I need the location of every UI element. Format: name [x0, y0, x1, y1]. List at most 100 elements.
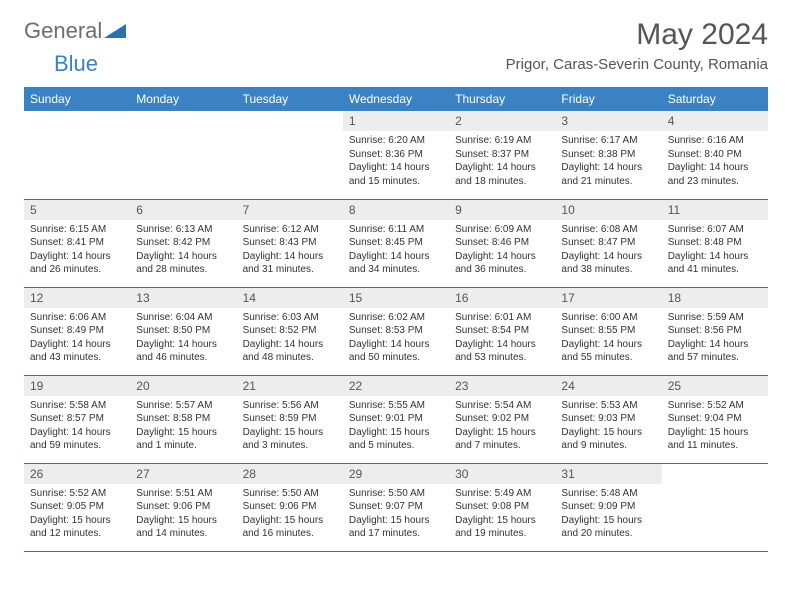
day-number: 11 — [662, 200, 768, 220]
day-details: Sunrise: 5:52 AMSunset: 9:05 PMDaylight:… — [24, 484, 130, 545]
day-cell: 16Sunrise: 6:01 AMSunset: 8:54 PMDayligh… — [449, 287, 555, 375]
calendar-week-row: 12Sunrise: 6:06 AMSunset: 8:49 PMDayligh… — [24, 287, 768, 375]
day-details: Sunrise: 6:02 AMSunset: 8:53 PMDaylight:… — [343, 308, 449, 369]
day-number: 13 — [130, 288, 236, 308]
day-details: Sunrise: 6:07 AMSunset: 8:48 PMDaylight:… — [662, 220, 768, 281]
day-cell: 2Sunrise: 6:19 AMSunset: 8:37 PMDaylight… — [449, 111, 555, 199]
day-details: Sunrise: 6:16 AMSunset: 8:40 PMDaylight:… — [662, 131, 768, 192]
day-number: 15 — [343, 288, 449, 308]
day-number: 18 — [662, 288, 768, 308]
day-number: 28 — [237, 464, 343, 484]
day-details: Sunrise: 6:01 AMSunset: 8:54 PMDaylight:… — [449, 308, 555, 369]
day-cell: 3Sunrise: 6:17 AMSunset: 8:38 PMDaylight… — [555, 111, 661, 199]
day-cell: 29Sunrise: 5:50 AMSunset: 9:07 PMDayligh… — [343, 463, 449, 551]
weekday-header: Monday — [130, 87, 236, 111]
day-number: 16 — [449, 288, 555, 308]
day-details: Sunrise: 5:50 AMSunset: 9:06 PMDaylight:… — [237, 484, 343, 545]
day-number: 8 — [343, 200, 449, 220]
day-details: Sunrise: 5:55 AMSunset: 9:01 PMDaylight:… — [343, 396, 449, 457]
day-details: Sunrise: 6:15 AMSunset: 8:41 PMDaylight:… — [24, 220, 130, 281]
weekday-header-row: SundayMondayTuesdayWednesdayThursdayFrid… — [24, 87, 768, 111]
day-cell: 14Sunrise: 6:03 AMSunset: 8:52 PMDayligh… — [237, 287, 343, 375]
day-number: 6 — [130, 200, 236, 220]
location-text: Prigor, Caras-Severin County, Romania — [506, 56, 768, 73]
day-cell: 6Sunrise: 6:13 AMSunset: 8:42 PMDaylight… — [130, 199, 236, 287]
day-details: Sunrise: 6:12 AMSunset: 8:43 PMDaylight:… — [237, 220, 343, 281]
day-cell: 11Sunrise: 6:07 AMSunset: 8:48 PMDayligh… — [662, 199, 768, 287]
day-details: Sunrise: 6:00 AMSunset: 8:55 PMDaylight:… — [555, 308, 661, 369]
day-number: 2 — [449, 111, 555, 131]
day-cell: 25Sunrise: 5:52 AMSunset: 9:04 PMDayligh… — [662, 375, 768, 463]
day-details: Sunrise: 6:06 AMSunset: 8:49 PMDaylight:… — [24, 308, 130, 369]
day-number: 22 — [343, 376, 449, 396]
logo-text-general: General — [24, 18, 102, 44]
day-details: Sunrise: 5:58 AMSunset: 8:57 PMDaylight:… — [24, 396, 130, 457]
day-number: 17 — [555, 288, 661, 308]
day-number: 26 — [24, 464, 130, 484]
calendar-week-row: 19Sunrise: 5:58 AMSunset: 8:57 PMDayligh… — [24, 375, 768, 463]
day-details: Sunrise: 5:59 AMSunset: 8:56 PMDaylight:… — [662, 308, 768, 369]
day-number: 5 — [24, 200, 130, 220]
empty-day-cell: . — [237, 111, 343, 199]
day-details: Sunrise: 6:08 AMSunset: 8:47 PMDaylight:… — [555, 220, 661, 281]
day-number: 23 — [449, 376, 555, 396]
day-number: 20 — [130, 376, 236, 396]
empty-day-cell: . — [24, 111, 130, 199]
day-cell: 5Sunrise: 6:15 AMSunset: 8:41 PMDaylight… — [24, 199, 130, 287]
day-details: Sunrise: 6:03 AMSunset: 8:52 PMDaylight:… — [237, 308, 343, 369]
day-cell: 15Sunrise: 6:02 AMSunset: 8:53 PMDayligh… — [343, 287, 449, 375]
day-number: 24 — [555, 376, 661, 396]
day-details: Sunrise: 5:54 AMSunset: 9:02 PMDaylight:… — [449, 396, 555, 457]
day-number: 31 — [555, 464, 661, 484]
weekday-header: Wednesday — [343, 87, 449, 111]
calendar-week-row: 26Sunrise: 5:52 AMSunset: 9:05 PMDayligh… — [24, 463, 768, 551]
day-details: Sunrise: 5:52 AMSunset: 9:04 PMDaylight:… — [662, 396, 768, 457]
day-details: Sunrise: 5:51 AMSunset: 9:06 PMDaylight:… — [130, 484, 236, 545]
day-cell: 30Sunrise: 5:49 AMSunset: 9:08 PMDayligh… — [449, 463, 555, 551]
day-cell: 10Sunrise: 6:08 AMSunset: 8:47 PMDayligh… — [555, 199, 661, 287]
logo-text-blue: Blue — [54, 51, 98, 76]
day-number: 19 — [24, 376, 130, 396]
calendar-table: SundayMondayTuesdayWednesdayThursdayFrid… — [24, 87, 768, 552]
day-number: 4 — [662, 111, 768, 131]
day-cell: 9Sunrise: 6:09 AMSunset: 8:46 PMDaylight… — [449, 199, 555, 287]
empty-day-cell: . — [130, 111, 236, 199]
weekday-header: Sunday — [24, 87, 130, 111]
day-cell: 22Sunrise: 5:55 AMSunset: 9:01 PMDayligh… — [343, 375, 449, 463]
day-details: Sunrise: 6:13 AMSunset: 8:42 PMDaylight:… — [130, 220, 236, 281]
day-cell: 21Sunrise: 5:56 AMSunset: 8:59 PMDayligh… — [237, 375, 343, 463]
day-details: Sunrise: 6:04 AMSunset: 8:50 PMDaylight:… — [130, 308, 236, 369]
logo: General — [24, 18, 130, 44]
weekday-header: Thursday — [449, 87, 555, 111]
day-number: 9 — [449, 200, 555, 220]
day-number: 14 — [237, 288, 343, 308]
day-details: Sunrise: 5:57 AMSunset: 8:58 PMDaylight:… — [130, 396, 236, 457]
day-cell: 19Sunrise: 5:58 AMSunset: 8:57 PMDayligh… — [24, 375, 130, 463]
day-cell: 23Sunrise: 5:54 AMSunset: 9:02 PMDayligh… — [449, 375, 555, 463]
day-cell: 31Sunrise: 5:48 AMSunset: 9:09 PMDayligh… — [555, 463, 661, 551]
day-cell: 27Sunrise: 5:51 AMSunset: 9:06 PMDayligh… — [130, 463, 236, 551]
day-cell: 26Sunrise: 5:52 AMSunset: 9:05 PMDayligh… — [24, 463, 130, 551]
day-details: Sunrise: 5:48 AMSunset: 9:09 PMDaylight:… — [555, 484, 661, 545]
title-block: May 2024 Prigor, Caras-Severin County, R… — [506, 18, 768, 73]
day-details: Sunrise: 6:09 AMSunset: 8:46 PMDaylight:… — [449, 220, 555, 281]
weekday-header: Tuesday — [237, 87, 343, 111]
weekday-header: Saturday — [662, 87, 768, 111]
calendar-week-row: ...1Sunrise: 6:20 AMSunset: 8:36 PMDayli… — [24, 111, 768, 199]
day-number: 21 — [237, 376, 343, 396]
calendar-page: General May 2024 Prigor, Caras-Severin C… — [0, 0, 792, 570]
logo-triangle-icon — [104, 22, 128, 40]
day-details: Sunrise: 6:20 AMSunset: 8:36 PMDaylight:… — [343, 131, 449, 192]
day-cell: 17Sunrise: 6:00 AMSunset: 8:55 PMDayligh… — [555, 287, 661, 375]
day-details: Sunrise: 5:56 AMSunset: 8:59 PMDaylight:… — [237, 396, 343, 457]
day-number: 1 — [343, 111, 449, 131]
day-number: 12 — [24, 288, 130, 308]
day-number: 10 — [555, 200, 661, 220]
day-details: Sunrise: 5:49 AMSunset: 9:08 PMDaylight:… — [449, 484, 555, 545]
day-details: Sunrise: 6:11 AMSunset: 8:45 PMDaylight:… — [343, 220, 449, 281]
day-details: Sunrise: 5:50 AMSunset: 9:07 PMDaylight:… — [343, 484, 449, 545]
month-title: May 2024 — [506, 18, 768, 52]
day-number: 7 — [237, 200, 343, 220]
day-cell: 1Sunrise: 6:20 AMSunset: 8:36 PMDaylight… — [343, 111, 449, 199]
day-details: Sunrise: 6:19 AMSunset: 8:37 PMDaylight:… — [449, 131, 555, 192]
